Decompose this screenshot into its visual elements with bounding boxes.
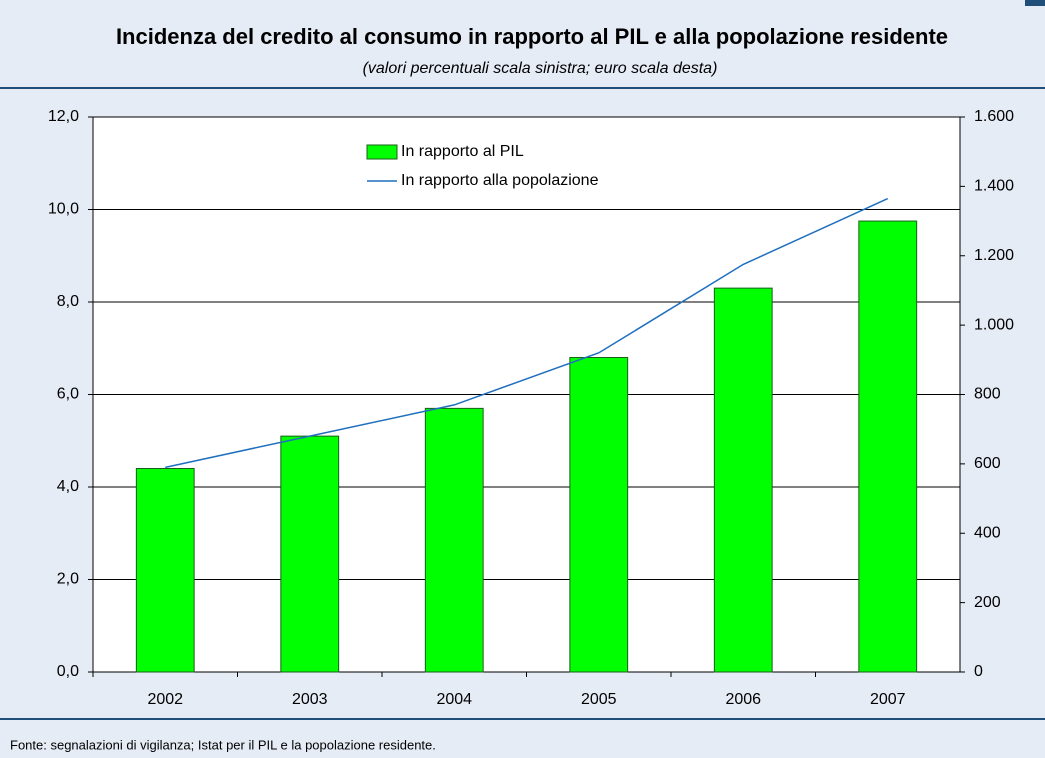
y2-tick-label: 400: [974, 524, 1001, 541]
chart-title: Incidenza del credito al consumo in rapp…: [116, 24, 948, 49]
y-tick-label: 2,0: [57, 571, 79, 588]
y2-tick-label: 0: [974, 663, 983, 680]
bar: [713, 287, 773, 673]
y-tick-label: 4,0: [57, 478, 79, 495]
x-tick-label: 2007: [870, 691, 906, 708]
y2-tick-label: 1.400: [974, 178, 1014, 195]
y2-tick-label: 1.600: [974, 108, 1014, 125]
y-tick-label: 10,0: [48, 201, 79, 218]
bar: [135, 468, 195, 673]
y2-tick-label: 1.200: [974, 247, 1014, 264]
source-note: Fonte: segnalazioni di vigilanza; Istat …: [10, 737, 436, 752]
y-tick-label: 12,0: [48, 108, 79, 125]
corner-mark: [1025, 0, 1045, 6]
bar: [424, 407, 484, 673]
x-tick-label: 2003: [292, 691, 328, 708]
x-tick-label: 2002: [147, 691, 183, 708]
legend-label: In rapporto alla popolazione: [401, 172, 599, 189]
x-tick-label: 2005: [581, 691, 617, 708]
y-tick-label: 0,0: [57, 663, 79, 680]
y2-tick-label: 1.000: [974, 316, 1014, 333]
legend-swatch: [366, 144, 398, 160]
line: [165, 197, 889, 469]
chart-subtitle: (valori percentuali scala sinistra; euro…: [363, 60, 718, 77]
y2-tick-label: 800: [974, 386, 1001, 403]
bar: [569, 357, 629, 673]
y2-tick-label: 600: [974, 455, 1001, 472]
y-tick-label: 6,0: [57, 386, 79, 403]
bar: [858, 220, 918, 673]
x-tick-label: 2004: [436, 691, 472, 708]
y2-tick-label: 200: [974, 594, 1001, 611]
x-tick-label: 2006: [725, 691, 761, 708]
bar: [280, 435, 340, 673]
y-tick-label: 8,0: [57, 293, 79, 310]
legend-label: In rapporto al PIL: [401, 143, 524, 160]
